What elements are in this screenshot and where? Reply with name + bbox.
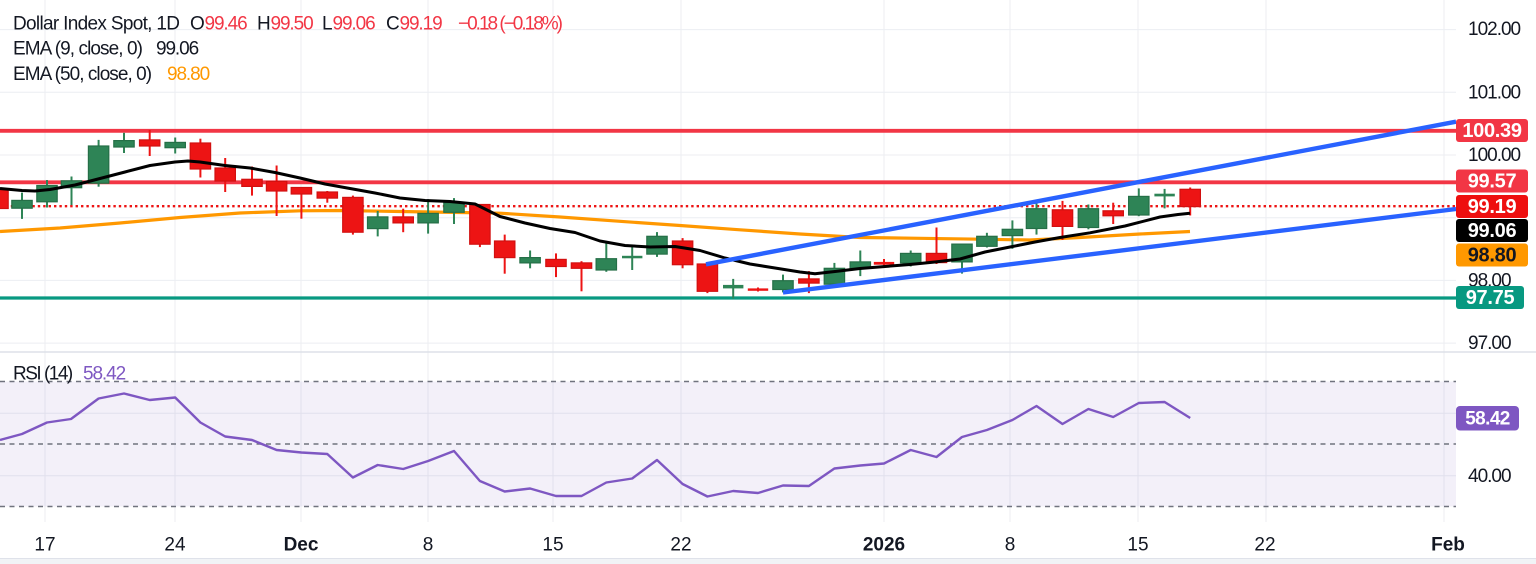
svg-text:Dollar Index Spot, 1D: Dollar Index Spot, 1D: [13, 14, 179, 35]
svg-text:99.06: 99.06: [333, 14, 376, 35]
svg-text:O: O: [190, 14, 205, 35]
svg-text:99.46: 99.46: [205, 14, 248, 35]
svg-text:15: 15: [1127, 535, 1148, 556]
svg-text:100.39: 100.39: [1462, 120, 1522, 142]
svg-text:40.00: 40.00: [1468, 466, 1511, 487]
svg-text:98.80: 98.80: [1468, 245, 1517, 267]
svg-text:99.06: 99.06: [1468, 220, 1517, 242]
svg-text:98.80: 98.80: [167, 64, 210, 85]
svg-text:97.00: 97.00: [1468, 333, 1511, 354]
svg-text:17: 17: [34, 535, 55, 556]
svg-text:2026: 2026: [863, 535, 905, 556]
svg-text:L: L: [322, 14, 333, 35]
svg-text:99.19: 99.19: [1468, 196, 1517, 218]
svg-text:8: 8: [1005, 535, 1016, 556]
svg-text:C: C: [386, 14, 400, 35]
svg-text:−0.18 (−0.18%): −0.18 (−0.18%): [458, 14, 563, 35]
svg-text:Dec: Dec: [284, 535, 319, 556]
svg-text:22: 22: [1254, 535, 1275, 556]
svg-text:15: 15: [542, 535, 563, 556]
svg-text:EMA (9, close, 0): EMA (9, close, 0): [13, 39, 143, 60]
svg-text:99.50: 99.50: [271, 14, 314, 35]
svg-text:99.57: 99.57: [1468, 171, 1517, 193]
svg-text:102.00: 102.00: [1468, 19, 1521, 40]
svg-text:99.19: 99.19: [400, 14, 443, 35]
svg-text:99.06: 99.06: [156, 39, 199, 60]
svg-text:24: 24: [164, 535, 186, 556]
svg-text:EMA (50, close, 0): EMA (50, close, 0): [13, 64, 152, 85]
svg-text:H: H: [257, 14, 271, 35]
svg-text:101.00: 101.00: [1468, 82, 1521, 103]
svg-text:58.42: 58.42: [83, 364, 126, 385]
svg-text:58.42: 58.42: [1465, 409, 1510, 430]
svg-text:8: 8: [423, 535, 434, 556]
svg-text:100.00: 100.00: [1468, 145, 1521, 166]
svg-text:Feb: Feb: [1431, 535, 1465, 556]
svg-text:97.75: 97.75: [1466, 287, 1515, 309]
svg-text:22: 22: [670, 535, 691, 556]
svg-text:RSI (14): RSI (14): [13, 364, 73, 385]
